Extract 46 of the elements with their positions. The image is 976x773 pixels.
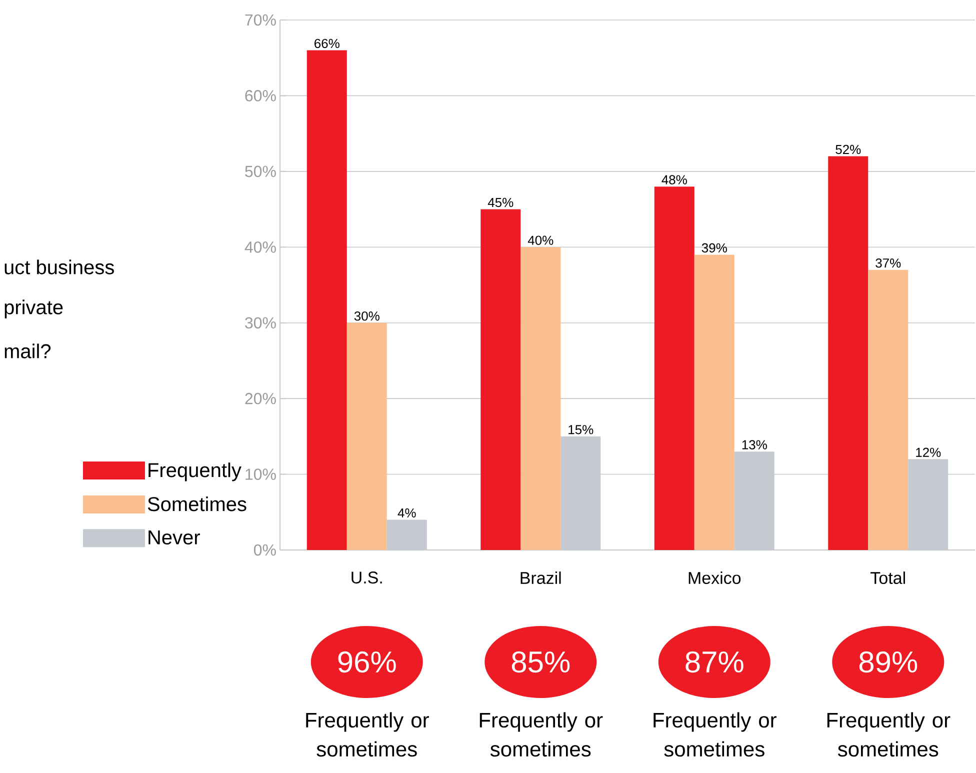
- bar: [694, 254, 734, 550]
- text: 87%: [686, 651, 744, 673]
- text: Frequently or sometimes: [480, 712, 603, 757]
- legend-label: Never: [148, 530, 200, 544]
- bar: [480, 209, 521, 550]
- data-label: 13%: [742, 440, 767, 450]
- text: 89%: [859, 651, 918, 673]
- text: private: [4, 300, 63, 318]
- y-tick-label: 0%: [254, 544, 276, 556]
- legend-label: Frequently: [148, 462, 242, 482]
- text: 96%: [338, 651, 396, 673]
- data-label: 39%: [702, 243, 727, 253]
- x-tick-label: Brazil: [520, 572, 561, 584]
- y-tick-label: 30%: [245, 317, 276, 329]
- text: Frequently or sometimes: [654, 712, 776, 757]
- x-tick-label: Mexico: [688, 572, 741, 584]
- data-label: 52%: [836, 144, 861, 154]
- data-label: 45%: [488, 198, 514, 208]
- text: uct business: [4, 260, 114, 274]
- x-tick-label: Total: [870, 572, 905, 584]
- y-tick-label: 60%: [245, 90, 276, 102]
- data-label: 15%: [568, 425, 594, 434]
- data-label: 30%: [354, 311, 380, 321]
- y-tick-label: 20%: [245, 392, 276, 404]
- text: 85%: [512, 651, 570, 673]
- data-label: 12%: [916, 448, 941, 457]
- data-label: 66%: [314, 38, 340, 48]
- bar: [868, 270, 908, 550]
- bar: [306, 50, 347, 550]
- text: Frequently or sometimes: [306, 712, 429, 757]
- bar: [828, 156, 868, 550]
- y-tick-label: 70%: [245, 14, 276, 26]
- bar: [520, 247, 561, 550]
- text: Frequently or sometimes: [827, 712, 950, 757]
- data-label: 40%: [528, 236, 554, 245]
- y-tick-label: 50%: [245, 166, 276, 178]
- legend-label: Sometimes: [148, 496, 246, 512]
- data-label: 4%: [398, 508, 416, 518]
- bar: [346, 322, 387, 550]
- bar: [654, 186, 694, 550]
- y-tick-label: 40%: [244, 241, 276, 253]
- x-tick-label: U.S.: [352, 572, 382, 584]
- text: mail?: [4, 344, 51, 358]
- data-label: 37%: [876, 258, 901, 268]
- data-label: 48%: [662, 175, 687, 184]
- y-tick-label: 10%: [246, 468, 276, 480]
